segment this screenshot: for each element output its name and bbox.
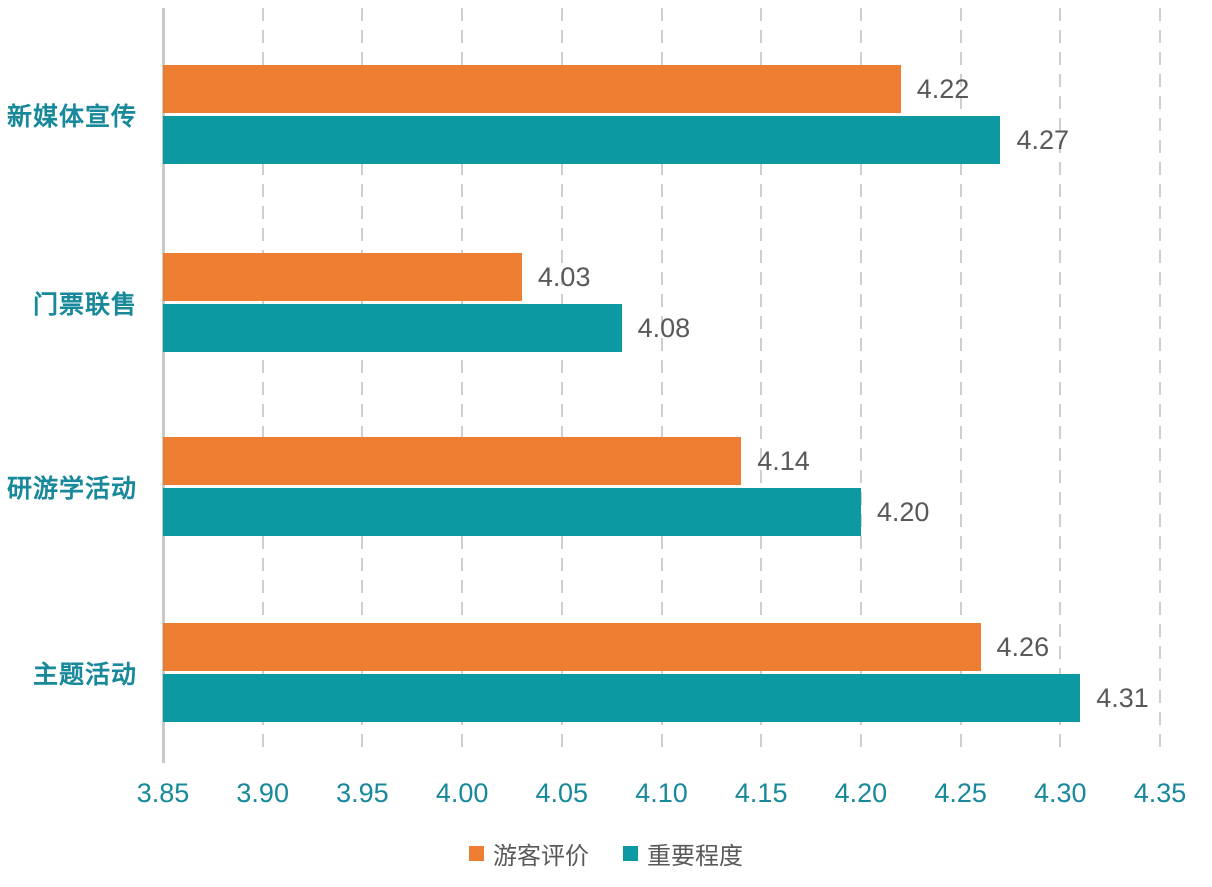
- legend-label: 重要程度: [647, 842, 743, 870]
- gridline: [859, 8, 862, 756]
- bar-value-label: 4.26: [996, 631, 1050, 662]
- bar-line-series-2: 4.27: [163, 116, 1160, 164]
- bar-series-2: [163, 304, 622, 352]
- bar-line-series-2: 4.20: [163, 488, 1160, 536]
- bar-series-2: [163, 674, 1081, 722]
- x-tick-label: 4.20: [834, 778, 888, 808]
- bar-line-series-1: 4.14: [163, 437, 1160, 485]
- gridline: [361, 8, 364, 756]
- bar-value-label: 4.08: [637, 312, 691, 343]
- x-axis-tick-labels: 3.85 3.90 3.95 4.00 4.05 4.10 4.15 4.20 4.25 4.30…: [137, 778, 1187, 814]
- x-tick-label: 4.30: [1034, 778, 1087, 808]
- bar-line-series-1: 4.22: [163, 65, 1160, 113]
- bar-value-label: 4.03: [537, 261, 591, 292]
- x-tick-label: 4.00: [435, 778, 489, 808]
- category-label: 主题活动: [32, 660, 137, 689]
- legend-swatch: [469, 845, 484, 861]
- category-row: 门票联售 4.03 4.08: [33, 253, 1160, 352]
- bar-series-1: [163, 253, 522, 301]
- bar-value-label: 4.14: [757, 445, 810, 476]
- plot-area: 新媒体宣传 4.22 4.27 门票联售 4.03 4.08 研游学活动 4.1…: [7, 8, 1161, 763]
- bar-value-label: 4.31: [1096, 682, 1149, 713]
- bar-series-1: [163, 437, 742, 485]
- gridline: [959, 8, 962, 756]
- bar-line-series-1: 4.03: [163, 253, 1160, 301]
- gridline: [560, 8, 563, 756]
- x-tick-label: 4.10: [635, 778, 688, 808]
- bar-line-series-1: 4.26: [163, 623, 1160, 671]
- category-row: 主题活动 4.26 4.31: [33, 623, 1160, 722]
- gridline: [261, 8, 264, 756]
- x-tick-label: 4.35: [1133, 778, 1187, 808]
- bar-value-label: 4.27: [1016, 124, 1070, 155]
- category-row: 新媒体宣传 4.22 4.27: [7, 65, 1160, 164]
- bar-series-1: [163, 65, 901, 113]
- bar-line-series-2: 4.08: [163, 304, 1160, 352]
- category-label: 研游学活动: [6, 474, 137, 503]
- bar-series-2: [163, 488, 861, 536]
- bar-line-series-2: 4.31: [163, 674, 1160, 722]
- bar-value-label: 4.20: [876, 496, 930, 527]
- category-label: 新媒体宣传: [6, 102, 137, 131]
- y-axis-line: [162, 8, 165, 763]
- legend-swatch: [623, 845, 638, 861]
- gridline: [660, 8, 663, 756]
- bar-series-1: [163, 623, 981, 671]
- bar-series-2: [163, 116, 1001, 164]
- legend-label: 游客评价: [493, 842, 589, 870]
- bar-value-label: 4.22: [916, 73, 970, 104]
- x-tick-label: 3.95: [336, 778, 389, 808]
- legend: 游客评价 重要程度: [0, 836, 1212, 871]
- x-tick-label: 4.25: [934, 778, 987, 808]
- gridline: [461, 8, 464, 756]
- x-tick-label: 3.90: [236, 778, 289, 808]
- x-tick-label: 4.15: [734, 778, 788, 808]
- legend-item: 游客评价: [469, 836, 589, 871]
- gridline: [1059, 8, 1062, 756]
- legend-item: 重要程度: [623, 836, 743, 871]
- gridline: [760, 8, 763, 756]
- category-row: 研游学活动 4.14 4.20: [7, 437, 1160, 536]
- x-tick-label: 3.85: [136, 778, 190, 808]
- x-tick-label: 4.05: [535, 778, 589, 808]
- gridline: [1159, 8, 1161, 756]
- category-label: 门票联售: [32, 290, 137, 319]
